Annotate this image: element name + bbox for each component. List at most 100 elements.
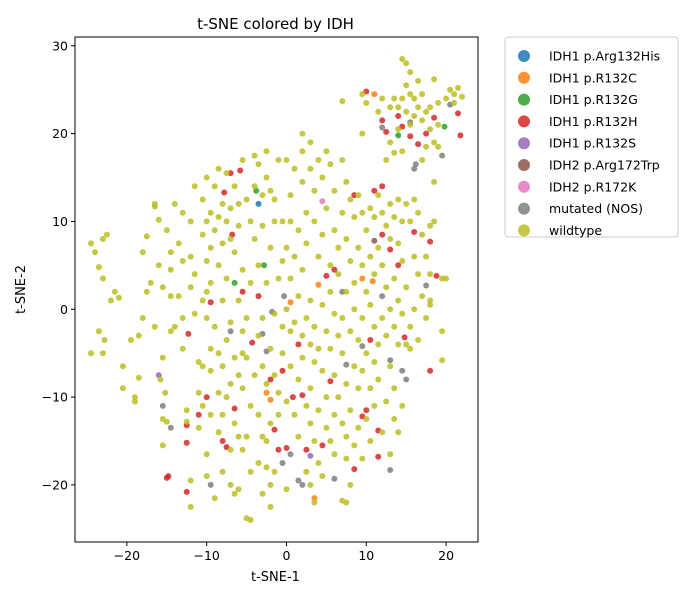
data-point — [167, 249, 174, 256]
data-point — [243, 433, 250, 440]
data-point — [419, 293, 426, 300]
data-point — [371, 271, 378, 278]
data-point — [395, 341, 402, 348]
data-point — [275, 275, 282, 282]
data-point — [287, 328, 294, 335]
data-point — [383, 398, 390, 405]
data-point — [291, 165, 298, 172]
data-point — [339, 315, 346, 321]
data-point — [247, 402, 254, 409]
legend-item-idh1-p-arg132his: IDH1 p.Arg132His — [518, 49, 660, 64]
data-point — [289, 394, 296, 401]
data-point — [263, 174, 270, 181]
data-point — [159, 354, 166, 361]
data-point — [231, 279, 238, 286]
data-point — [315, 281, 322, 288]
data-point — [355, 192, 362, 199]
data-point — [179, 345, 186, 352]
legend-label: IDH1 p.R132G — [549, 92, 638, 107]
data-point — [231, 405, 238, 412]
y-axis: −20 −10 0 10 20 30 — [42, 38, 75, 492]
data-point — [311, 438, 318, 444]
data-point — [423, 108, 430, 115]
data-point — [199, 297, 206, 304]
data-point — [267, 244, 274, 251]
data-point — [211, 323, 218, 330]
data-point — [359, 315, 366, 321]
data-point — [243, 354, 250, 361]
data-point — [115, 294, 122, 301]
data-point — [395, 132, 402, 139]
data-point — [351, 306, 358, 313]
series-idh2-p-arg172trp — [371, 237, 378, 244]
data-point — [343, 361, 350, 368]
data-point — [355, 385, 362, 392]
data-point — [267, 376, 274, 383]
data-point — [299, 130, 306, 137]
data-point — [323, 424, 330, 431]
data-point — [131, 394, 138, 401]
data-point — [383, 157, 390, 163]
x-axis-label: t-SNE-1 — [251, 570, 300, 585]
data-point — [351, 466, 358, 473]
data-point — [95, 264, 102, 271]
data-point — [431, 76, 438, 83]
x-tick-label: 20 — [438, 548, 454, 563]
data-point — [387, 246, 394, 253]
data-point — [391, 385, 398, 392]
data-point — [387, 467, 394, 473]
data-point — [331, 310, 338, 317]
data-point — [339, 157, 346, 163]
data-point — [271, 468, 278, 475]
data-point — [403, 376, 410, 383]
y-tick-label: −20 — [42, 477, 68, 492]
data-point — [423, 282, 430, 289]
data-point — [315, 345, 322, 352]
data-point — [435, 99, 442, 106]
data-point — [439, 357, 446, 364]
data-point — [399, 258, 406, 264]
data-point — [411, 306, 418, 313]
data-point — [427, 104, 434, 111]
data-point — [367, 253, 374, 260]
data-point — [355, 337, 362, 343]
data-point — [263, 464, 270, 471]
data-point — [327, 262, 334, 269]
data-point — [195, 359, 202, 365]
data-point — [235, 486, 242, 493]
data-point — [387, 357, 394, 364]
data-point — [335, 271, 342, 278]
data-point — [235, 372, 242, 379]
data-point — [407, 91, 414, 98]
data-point — [411, 113, 418, 119]
data-point — [219, 240, 226, 247]
data-point — [403, 284, 410, 291]
data-point — [439, 152, 446, 159]
data-point — [221, 189, 228, 196]
data-point — [407, 133, 414, 140]
y-tick-label: 10 — [52, 214, 68, 229]
data-point — [231, 249, 238, 256]
data-point — [383, 128, 390, 135]
data-point — [127, 337, 134, 343]
legend-label: wildtype — [549, 223, 602, 238]
legend-marker — [518, 159, 530, 171]
data-point — [259, 363, 266, 370]
data-point — [451, 91, 458, 98]
data-point — [347, 328, 354, 335]
data-point — [203, 288, 210, 295]
data-point — [403, 82, 410, 89]
series-wildtype — [88, 56, 465, 523]
data-point — [451, 99, 458, 106]
data-point — [315, 460, 322, 466]
data-point — [367, 385, 374, 392]
legend-item-idh1-p-r132s: IDH1 p.R132S — [518, 136, 636, 151]
data-point — [311, 495, 318, 502]
data-point — [195, 389, 202, 396]
data-point — [167, 266, 174, 273]
data-point — [135, 332, 142, 339]
data-point — [235, 433, 242, 440]
data-point — [159, 402, 166, 409]
data-point — [247, 279, 254, 286]
data-point — [279, 258, 286, 264]
